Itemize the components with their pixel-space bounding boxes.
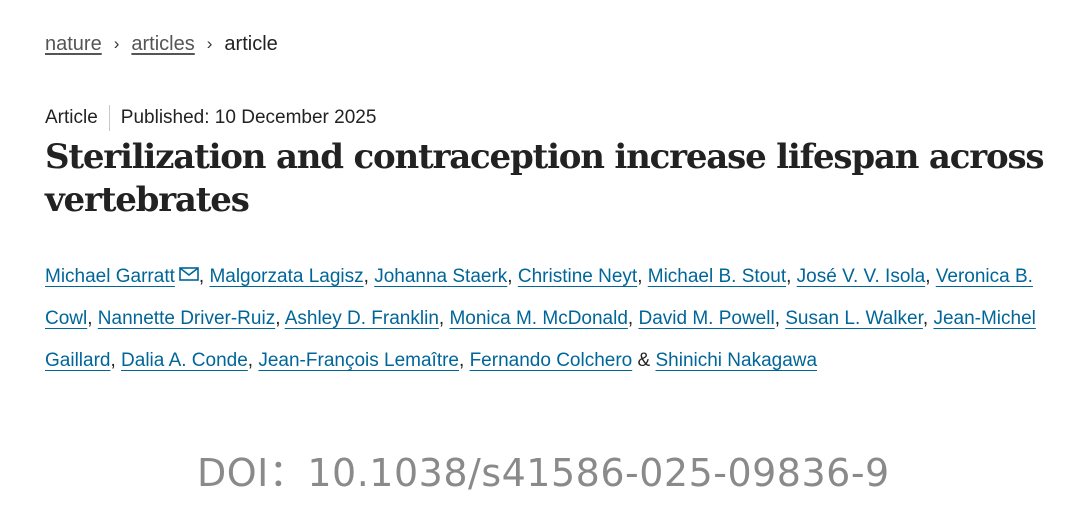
author-link[interactable]: David M. Powell (638, 308, 775, 329)
breadcrumb-current: article (224, 33, 278, 55)
published-date: Published: 10 December 2025 (120, 107, 377, 128)
author-link[interactable]: Jean-Michel Gaillard (45, 308, 1036, 371)
author-link[interactable]: Dalia A. Conde (121, 350, 248, 371)
author-link[interactable]: José V. V. Isola (796, 266, 926, 287)
article-title: Sterilization and contraception increase… (45, 137, 1045, 220)
author-link[interactable]: Susan L. Walker (785, 308, 923, 329)
author-list: Michael Garratt, Malgorzata Lagisz, Joha… (45, 266, 1036, 371)
breadcrumb-separator: › (113, 34, 120, 53)
author-link[interactable]: Jean-François Lemaître (258, 350, 460, 371)
author-link[interactable]: Michael B. Stout (647, 266, 787, 287)
breadcrumb: nature › articles › article (45, 31, 278, 57)
author-link[interactable]: Shinichi Nakagawa (655, 350, 818, 371)
author-link[interactable]: Fernando Colchero (469, 350, 633, 371)
author-link[interactable]: Monica M. McDonald (449, 308, 628, 329)
breadcrumb-link-articles[interactable]: articles (131, 33, 195, 55)
author-link[interactable]: Johanna Staerk (374, 266, 508, 287)
breadcrumb-separator: › (206, 34, 213, 53)
author-link[interactable]: Malgorzata Lagisz (209, 266, 364, 287)
author-link[interactable]: Ashley D. Franklin (284, 308, 439, 329)
article-meta: Article Published: 10 December 2025 (45, 105, 376, 131)
doi-label: DOI：10.1038/s41586-025-09836-9 (197, 451, 890, 495)
author-link[interactable]: Christine Neyt (517, 266, 638, 287)
meta-divider (108, 105, 110, 131)
author-link[interactable]: Michael Garratt (45, 266, 175, 287)
article-type: Article (45, 107, 98, 128)
author-joiner: & (637, 350, 651, 371)
mail-icon[interactable] (179, 267, 199, 281)
author-link[interactable]: Nannette Driver-Ruiz (97, 308, 276, 329)
breadcrumb-link-nature[interactable]: nature (45, 33, 102, 55)
author-link[interactable]: Veronica B. Cowl (45, 266, 1033, 329)
